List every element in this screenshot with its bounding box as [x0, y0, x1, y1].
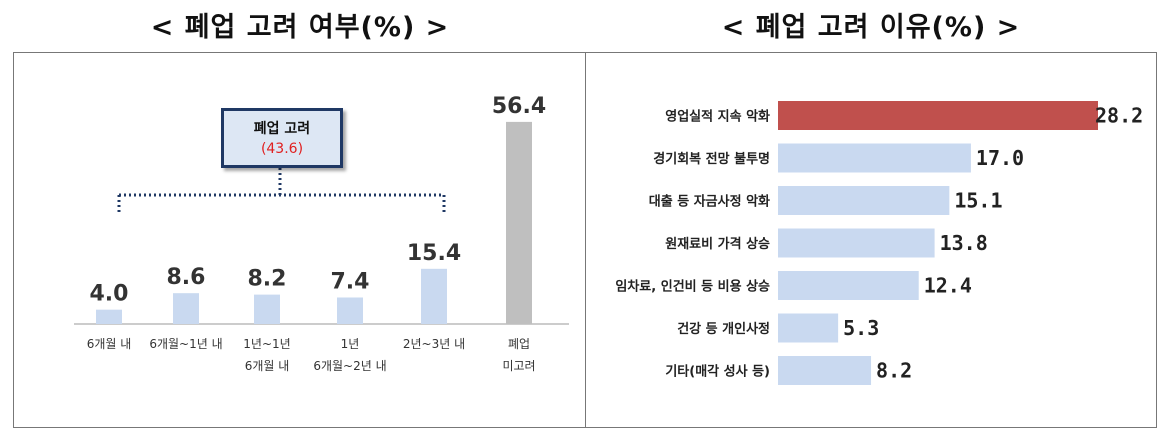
callout-value: (43.6) [260, 141, 304, 157]
bar-1 [778, 143, 971, 173]
bar-0 [778, 101, 1098, 130]
bar-3 [778, 228, 935, 258]
left-chart-title: < 폐업 고려 여부(%) > [150, 12, 450, 43]
bar-2 [778, 186, 950, 215]
category-label-1-0: 6개월~1년 내 [149, 337, 222, 351]
bar-4 [778, 271, 919, 300]
category-label-3-0: 1년 [341, 337, 360, 351]
category-label-2: 대출 등 자금사정 악화 [649, 194, 770, 210]
bar-value-label-4: 15.4 [407, 241, 461, 266]
category-label-0: 영업실적 지속 악화 [665, 109, 770, 125]
bar-3 [337, 297, 363, 324]
bar-value-label-2: 15.1 [954, 189, 1002, 213]
bar-value-label-1: 8.6 [167, 265, 206, 290]
closure-consideration-chart: 4.0 6개월 내 8.6 6개월~1년 내 8.2 1년~1년 6개월 내 7.4 1년 6개월… [13, 52, 587, 428]
category-label-2-1: 6개월 내 [245, 359, 290, 373]
category-label-5: 건강 등 개인사정 [677, 321, 770, 337]
bar-4 [421, 268, 447, 324]
closure-reason-chart: 영업실적 지속 악화 28.2 경기회복 전망 불투명 17.0 대출 등 자금사정 악… [585, 52, 1157, 428]
category-label-2-0: 1년~1년 [243, 337, 290, 351]
bar-value-label-0: 28.2 [1095, 104, 1143, 128]
right-chart-title: < 폐업 고려 이유(%) > [721, 12, 1021, 43]
bar-value-label-0: 4.0 [90, 282, 129, 307]
bar-2 [254, 294, 280, 324]
category-label-3: 원재료비 가격 상승 [665, 237, 770, 252]
bar-value-label-6: 8.2 [876, 359, 912, 383]
category-label-5-0: 폐업 [508, 337, 530, 351]
closure-consideration-callout: 폐업 고려 (43.6) [221, 108, 343, 168]
bar-5 [778, 313, 839, 343]
bar-value-label-5: 56.4 [492, 94, 546, 119]
bar-value-label-5: 5.3 [843, 316, 879, 340]
bar-6 [778, 356, 872, 385]
bar-0 [96, 309, 122, 324]
category-label-0-0: 6개월 내 [87, 337, 132, 351]
category-label-5-1: 미고려 [502, 359, 535, 373]
category-label-4: 임차료, 인건비 등 비용 상승 [615, 279, 770, 295]
closure-reason-svg: 영업실적 지속 악화 28.2 경기회복 전망 불투명 17.0 대출 등 자금사정 악… [615, 101, 1143, 385]
bar-1 [173, 293, 199, 324]
bar-value-label-3: 7.4 [331, 269, 370, 294]
bar-value-label-2: 8.2 [248, 267, 287, 292]
bar-value-label-4: 12.4 [924, 274, 972, 298]
category-label-3-1: 6개월~2년 내 [313, 359, 386, 373]
bar-5 [506, 121, 532, 325]
category-label-1: 경기회복 전망 불투명 [653, 151, 770, 167]
category-label-6: 기타(매각 성사 등) [665, 364, 770, 380]
callout-title: 폐업 고려 [253, 121, 311, 137]
closure-consideration-svg: 4.0 6개월 내 8.6 6개월~1년 내 8.2 1년~1년 6개월 내 7.4 1년 6개월… [74, 94, 569, 373]
bar-value-label-3: 13.8 [940, 231, 988, 255]
bar-value-label-1: 17.0 [976, 146, 1024, 170]
category-label-4-0: 2년~3년 내 [403, 337, 465, 351]
